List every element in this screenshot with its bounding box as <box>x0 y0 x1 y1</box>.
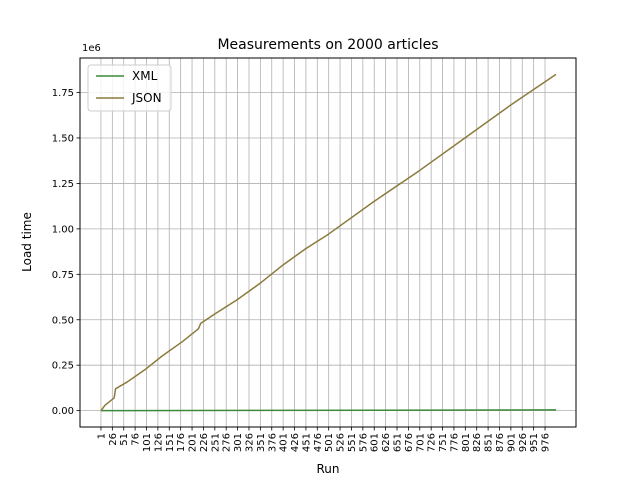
series-layer <box>100 73 557 412</box>
legend: XML JSON <box>87 64 172 112</box>
y-tick-label: 1.25 <box>52 179 74 190</box>
y-axis-ticks: 0.00 0.25 0.50 0.75 1.00 1.25 1.50 1.75 <box>52 88 80 417</box>
x-tick-label: 451 <box>301 433 312 452</box>
x-tick-label: 626 <box>381 433 392 452</box>
x-tick-label: 501 <box>324 433 335 452</box>
x-tick-label: 76 <box>131 433 142 446</box>
x-tick-label: 226 <box>199 433 210 452</box>
plot-frame <box>79 57 577 428</box>
x-tick-label: 801 <box>461 433 472 452</box>
y-tick-label: 1.50 <box>52 133 74 144</box>
x-tick-label: 26 <box>108 433 119 446</box>
x-tick-label: 601 <box>370 433 381 452</box>
x-tick-label: 851 <box>484 433 495 452</box>
x-tick-label: 51 <box>119 433 130 446</box>
x-tick-label: 351 <box>256 433 267 452</box>
y-axis-title: Load time <box>20 212 34 272</box>
x-axis-ticks: 1 26 51 76 101 126 151 176 201 226 251 276 301 326 351… <box>96 427 552 452</box>
x-tick-label: 126 <box>153 433 164 452</box>
x-axis-title: Run <box>316 462 339 476</box>
x-tick-label: 976 <box>541 433 552 452</box>
x-tick-label: 551 <box>347 433 358 452</box>
x-tick-label: 251 <box>210 433 221 452</box>
series-line-xml <box>100 409 556 412</box>
y-tick-label: 0.00 <box>52 406 74 417</box>
x-tick-label: 151 <box>165 433 176 452</box>
x-tick-label: 726 <box>427 433 438 452</box>
x-tick-label: 776 <box>449 433 460 452</box>
chart-title: Measurements on 2000 articles <box>217 37 438 53</box>
x-tick-label: 476 <box>313 433 324 452</box>
x-tick-label: 101 <box>142 433 153 452</box>
x-tick-label: 376 <box>267 433 278 452</box>
x-tick-label: 301 <box>233 433 244 452</box>
x-tick-label: 701 <box>415 433 426 452</box>
x-tick-label: 401 <box>279 433 290 452</box>
x-tick-label: 926 <box>518 433 529 452</box>
x-tick-label: 876 <box>495 433 506 452</box>
x-tick-label: 826 <box>472 433 483 452</box>
x-tick-label: 751 <box>438 433 449 452</box>
y-axis-offset-label: 1e6 <box>82 43 101 54</box>
x-tick-label: 176 <box>176 433 187 452</box>
x-tick-label: 276 <box>222 433 233 452</box>
x-tick-label: 426 <box>290 433 301 452</box>
legend-label-json: JSON <box>131 91 162 105</box>
x-tick-label: 651 <box>393 433 404 452</box>
x-tick-label: 576 <box>358 433 369 452</box>
y-tick-label: 0.50 <box>52 315 74 326</box>
y-tick-label: 1.00 <box>52 224 74 235</box>
x-tick-label: 201 <box>188 433 199 452</box>
x-tick-label: 1 <box>96 433 107 439</box>
x-tick-label: 676 <box>404 433 415 452</box>
y-tick-label: 0.25 <box>52 361 74 372</box>
x-tick-label: 526 <box>336 433 347 452</box>
y-tick-label: 1.75 <box>52 88 74 99</box>
y-tick-label: 0.75 <box>52 270 74 281</box>
series-line-json <box>100 73 557 412</box>
x-tick-label: 326 <box>244 433 255 452</box>
x-tick-label: 901 <box>506 433 517 452</box>
legend-label-xml: XML <box>132 69 158 83</box>
grid <box>80 58 576 427</box>
x-tick-label: 951 <box>529 433 540 452</box>
